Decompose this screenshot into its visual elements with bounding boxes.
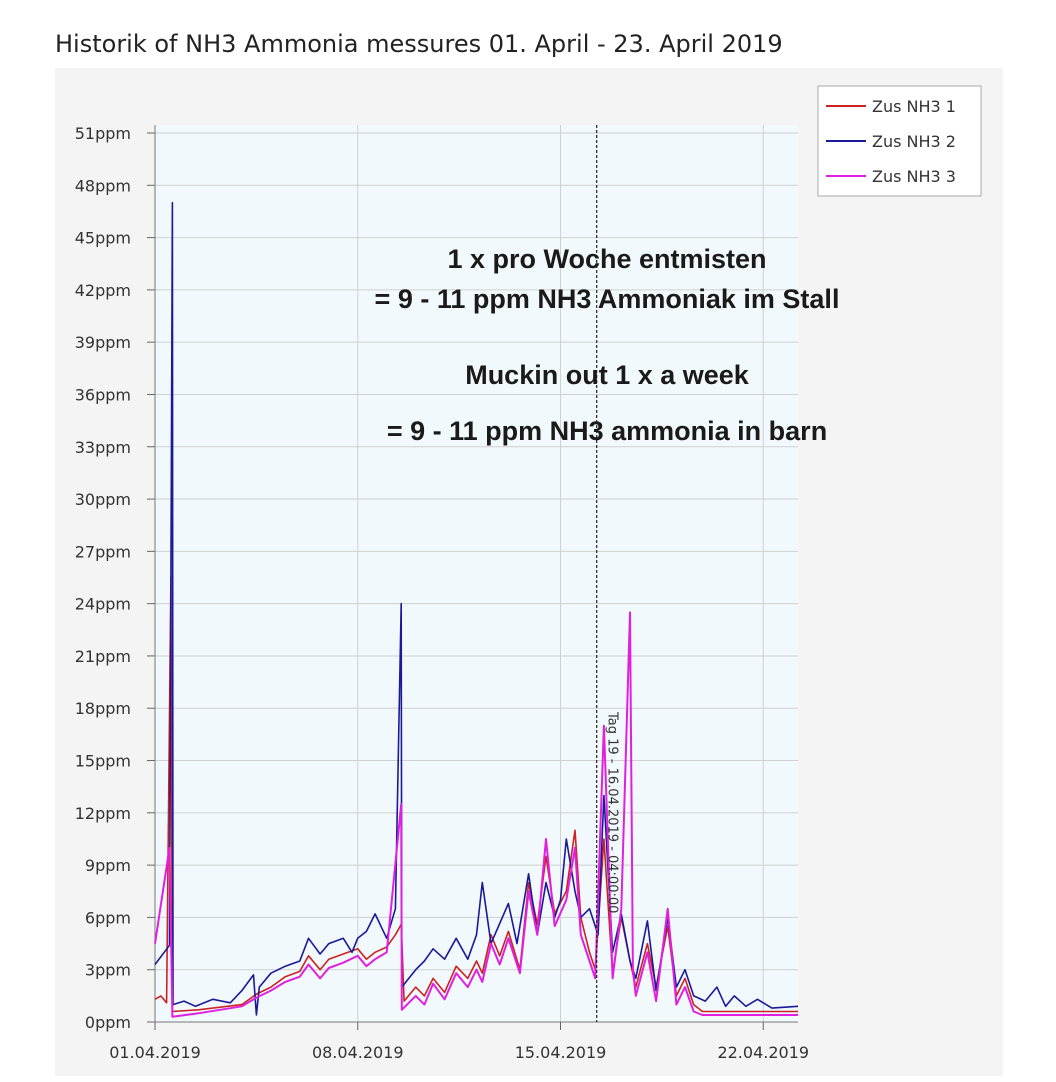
y-tick-label: 36ppm	[75, 385, 131, 404]
annotations: 1 x pro Woche entmisten = 9 - 11 ppm NH3 …	[375, 244, 840, 446]
y-tick-label: 18ppm	[75, 699, 131, 718]
y-tick-label: 48ppm	[75, 176, 131, 195]
y-tick-label: 6ppm	[85, 908, 131, 927]
annotation-line: 1 x pro Woche entmisten	[447, 244, 766, 274]
y-tick-label: 3ppm	[85, 961, 131, 980]
y-axis: 0ppm 3ppm 6ppm 9ppm 12ppm 15ppm 18ppm 21ppm 24pp…	[75, 124, 156, 1032]
y-tick-label: 39ppm	[75, 333, 131, 352]
y-tick-label: 33ppm	[75, 438, 131, 457]
x-tick-label: 08.04.2019	[312, 1043, 404, 1062]
y-tick-label: 30ppm	[75, 490, 131, 509]
x-tick-label: 01.04.2019	[109, 1043, 201, 1062]
y-tick-label: 45ppm	[75, 229, 131, 248]
x-tick-label: 22.04.2019	[717, 1043, 809, 1062]
y-tick-label: 9ppm	[85, 856, 131, 875]
legend-label: Zus NH3 3	[872, 167, 956, 186]
x-axis: 01.04.2019 08.04.2019 15.04.2019 22.04.2019	[109, 1021, 809, 1062]
y-tick-label: 27ppm	[75, 542, 131, 561]
marker-label: Tag 19 - 16.04.2019 - 04:00:00	[605, 711, 620, 913]
y-tick-label: 21ppm	[75, 647, 131, 666]
plot-area	[155, 125, 798, 1022]
x-tick-label: 15.04.2019	[515, 1043, 607, 1062]
annotation-line: Muckin out 1 x a week	[465, 360, 750, 390]
annotation-line: = 9 - 11 ppm NH3 ammonia in barn	[387, 416, 827, 446]
legend-label: Zus NH3 1	[872, 97, 956, 116]
legend: Zus NH3 1 Zus NH3 2 Zus NH3 3	[817, 85, 982, 197]
series-line-3	[154, 611, 798, 1018]
series-lines	[154, 201, 799, 1018]
grid	[154, 125, 798, 1023]
y-tick-label: 15ppm	[75, 752, 131, 771]
marker: Tag 19 - 16.04.2019 - 04:00:00	[596, 125, 620, 1022]
legend-label: Zus NH3 2	[872, 132, 956, 151]
y-tick-label: 42ppm	[75, 281, 131, 300]
annotation-line: = 9 - 11 ppm NH3 Ammoniak im Stall	[375, 284, 840, 314]
y-tick-label: 0ppm	[85, 1013, 131, 1032]
y-tick-label: 24ppm	[75, 595, 131, 614]
y-tick-label: 12ppm	[75, 804, 131, 823]
chart-title: Historik of NH3 Ammonia messures 01. Apr…	[55, 30, 783, 58]
y-tick-label: 51ppm	[75, 124, 131, 143]
